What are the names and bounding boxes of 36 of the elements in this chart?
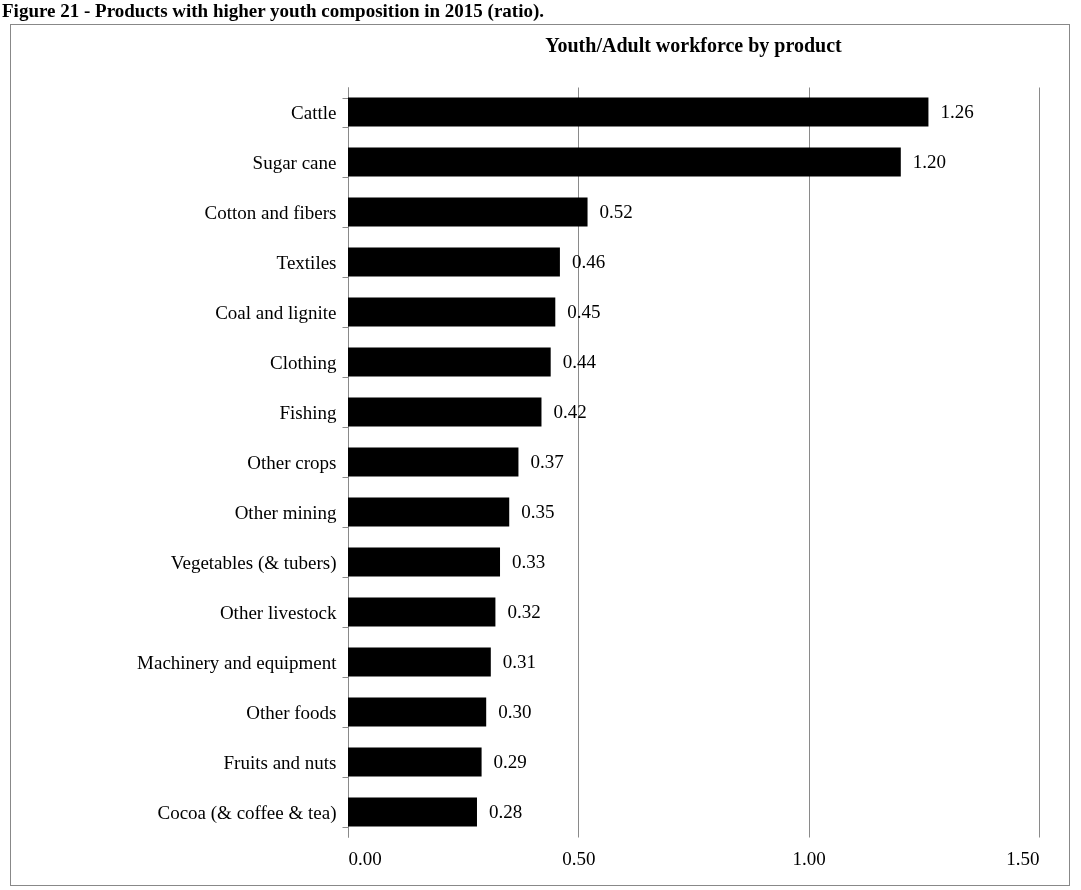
- x-tick-label: 1.00: [792, 847, 826, 869]
- data-label: 0.37: [530, 451, 564, 472]
- data-label: 1.26: [940, 101, 974, 122]
- data-label: 0.45: [567, 301, 601, 322]
- y-tick-label: Machinery and equipment: [137, 651, 338, 673]
- y-tick-label: Coal and lignite: [215, 301, 337, 323]
- data-label: 0.28: [488, 801, 523, 822]
- data-label: 1.20: [912, 151, 947, 172]
- y-tick-label: Textiles: [276, 251, 337, 273]
- data-label: 0.31: [502, 651, 537, 672]
- y-tick-label: Fruits and nuts: [223, 751, 337, 773]
- y-tick-label: Sugar cane: [252, 151, 337, 173]
- data-label: 0.32: [507, 601, 541, 622]
- data-label: 0.35: [521, 501, 555, 522]
- y-tick-label: Other crops: [247, 451, 337, 473]
- data-label: 0.30: [498, 701, 532, 722]
- chart-title: Youth/Adult workforce by product: [545, 34, 843, 57]
- y-tick-label: Vegetables (& tubers): [170, 551, 337, 574]
- y-tick-label: Clothing: [269, 351, 337, 373]
- x-tick-label: 1.50: [1006, 847, 1040, 869]
- y-tick-label: Cattle: [291, 101, 337, 123]
- y-tick-label: Cotton and fibers: [204, 201, 337, 223]
- data-label: 0.52: [599, 201, 633, 222]
- x-tick-label: 0.50: [562, 847, 596, 869]
- data-label: 0.42: [553, 401, 587, 422]
- data-label: 0.29: [493, 751, 527, 772]
- y-tick-label: Fishing: [279, 401, 337, 423]
- y-tick-label: Other foods: [246, 701, 337, 723]
- y-tick-label: Other livestock: [219, 601, 337, 623]
- y-tick-label: Cocoa (& coffee & tea): [157, 801, 337, 824]
- caption: Figure 21 - Products with higher youth composition in 2015 (ratio).: [2, 0, 545, 22]
- data-label: 0.46: [571, 251, 606, 272]
- data-label: 0.33: [512, 551, 546, 572]
- x-tick-label: 0.00: [348, 847, 382, 869]
- y-tick-label: Other mining: [234, 501, 337, 523]
- data-label: 0.44: [562, 351, 597, 372]
